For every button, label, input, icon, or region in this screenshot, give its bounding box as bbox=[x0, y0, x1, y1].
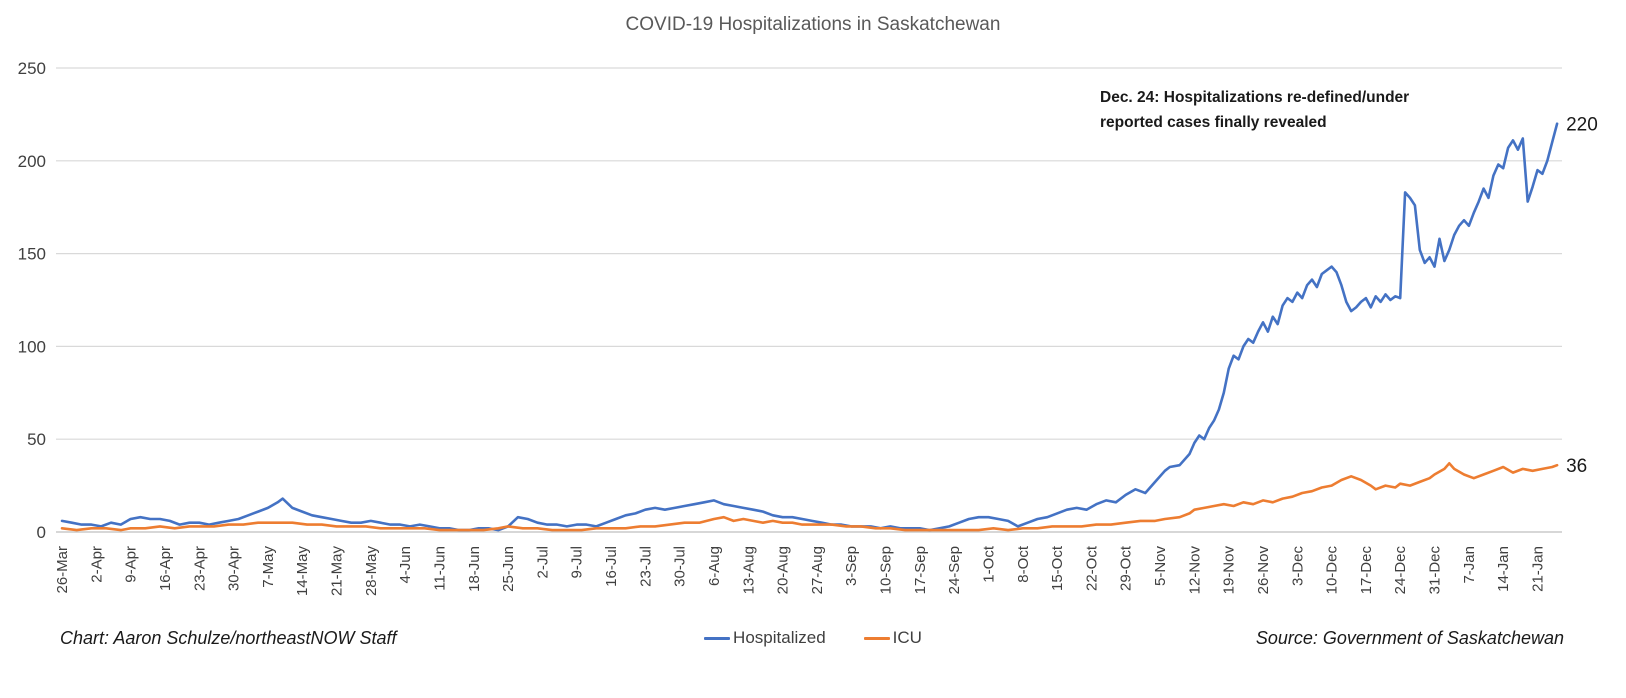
svg-text:20-Aug: 20-Aug bbox=[775, 546, 792, 594]
svg-text:250: 250 bbox=[18, 59, 46, 78]
svg-text:2-Apr: 2-Apr bbox=[88, 546, 105, 583]
svg-text:6-Aug: 6-Aug bbox=[706, 546, 723, 586]
svg-text:16-Jul: 16-Jul bbox=[603, 546, 620, 587]
svg-text:22-Oct: 22-Oct bbox=[1083, 545, 1100, 591]
icu-line-swatch-icon bbox=[863, 636, 890, 640]
svg-text:7-Jan: 7-Jan bbox=[1461, 546, 1478, 584]
svg-text:7-May: 7-May bbox=[260, 546, 277, 588]
svg-text:13-Aug: 13-Aug bbox=[740, 546, 757, 594]
svg-text:10-Sep: 10-Sep bbox=[878, 546, 895, 594]
svg-text:19-Nov: 19-Nov bbox=[1221, 546, 1238, 595]
svg-text:21-Jan: 21-Jan bbox=[1529, 546, 1546, 592]
svg-text:2-Jul: 2-Jul bbox=[534, 546, 551, 579]
svg-text:0: 0 bbox=[37, 523, 46, 542]
chart-source: Source: Government of Saskatchewan bbox=[1255, 627, 1564, 648]
svg-text:24-Dec: 24-Dec bbox=[1392, 546, 1409, 595]
annotation-line1: Dec. 24: Hospitalizations re-defined/und… bbox=[1100, 89, 1410, 106]
annotation-line2: reported cases finally revealed bbox=[1100, 113, 1327, 131]
svg-text:4-Jun: 4-Jun bbox=[397, 546, 414, 584]
legend-item-icu: ICU bbox=[863, 628, 922, 648]
svg-text:3-Dec: 3-Dec bbox=[1289, 546, 1306, 587]
svg-text:36: 36 bbox=[1566, 456, 1587, 477]
svg-text:220: 220 bbox=[1566, 115, 1598, 136]
svg-text:200: 200 bbox=[18, 152, 46, 171]
svg-text:9-Jul: 9-Jul bbox=[569, 546, 586, 579]
svg-text:17-Dec: 17-Dec bbox=[1358, 546, 1375, 595]
svg-text:23-Apr: 23-Apr bbox=[191, 546, 208, 591]
chart-canvas: 0 50 100 150 200 250 26-Mar 2-Apr 9-Apr 16-Apr 23-… bbox=[18, 59, 1598, 597]
chart-footer: Chart: Aaron Schulze/northeastNOW Staff … bbox=[0, 628, 1626, 648]
svg-text:21-May: 21-May bbox=[329, 546, 346, 597]
svg-text:14-Jan: 14-Jan bbox=[1495, 546, 1512, 592]
hospitalized-line-swatch-icon bbox=[704, 636, 731, 640]
svg-text:12-Nov: 12-Nov bbox=[1186, 546, 1203, 595]
svg-text:100: 100 bbox=[18, 337, 46, 356]
svg-text:24-Sep: 24-Sep bbox=[946, 546, 963, 594]
svg-text:25-Jun: 25-Jun bbox=[500, 546, 517, 592]
svg-text:3-Sep: 3-Sep bbox=[843, 546, 860, 586]
svg-text:18-Jun: 18-Jun bbox=[466, 546, 483, 592]
svg-text:150: 150 bbox=[18, 245, 46, 264]
svg-text:16-Apr: 16-Apr bbox=[157, 546, 174, 591]
annotation-dec24: Dec. 24: Hospitalizations re-defined/und… bbox=[1100, 86, 1409, 136]
chart-title: COVID-19 Hospitalizations in Saskatchewa… bbox=[625, 14, 1001, 35]
svg-text:31-Dec: 31-Dec bbox=[1427, 546, 1444, 595]
svg-text:11-Jun: 11-Jun bbox=[431, 546, 448, 591]
svg-text:14-May: 14-May bbox=[294, 546, 311, 597]
svg-text:28-May: 28-May bbox=[363, 546, 380, 597]
svg-text:27-Aug: 27-Aug bbox=[809, 546, 826, 594]
svg-text:26-Nov: 26-Nov bbox=[1255, 546, 1272, 595]
svg-text:29-Oct: 29-Oct bbox=[1118, 545, 1135, 591]
svg-text:10-Dec: 10-Dec bbox=[1324, 546, 1341, 595]
svg-text:23-Jul: 23-Jul bbox=[637, 546, 654, 587]
svg-text:8-Oct: 8-Oct bbox=[1015, 545, 1032, 583]
svg-text:9-Apr: 9-Apr bbox=[123, 546, 140, 583]
legend-label-icu: ICU bbox=[892, 628, 922, 647]
chart-credit: Chart: Aaron Schulze/northeastNOW Staff bbox=[60, 627, 397, 648]
legend: Hospitalized ICU bbox=[704, 628, 922, 648]
svg-text:26-Mar: 26-Mar bbox=[54, 546, 71, 594]
legend-label-hospitalized: Hospitalized bbox=[733, 628, 826, 647]
svg-text:30-Jul: 30-Jul bbox=[672, 546, 689, 587]
svg-text:1-Oct: 1-Oct bbox=[980, 545, 997, 583]
legend-item-hospitalized: Hospitalized bbox=[704, 628, 826, 648]
svg-text:15-Oct: 15-Oct bbox=[1049, 545, 1066, 591]
svg-text:5-Nov: 5-Nov bbox=[1152, 546, 1169, 587]
svg-text:30-Apr: 30-Apr bbox=[226, 546, 243, 591]
svg-text:17-Sep: 17-Sep bbox=[912, 546, 929, 594]
svg-text:50: 50 bbox=[27, 430, 46, 449]
